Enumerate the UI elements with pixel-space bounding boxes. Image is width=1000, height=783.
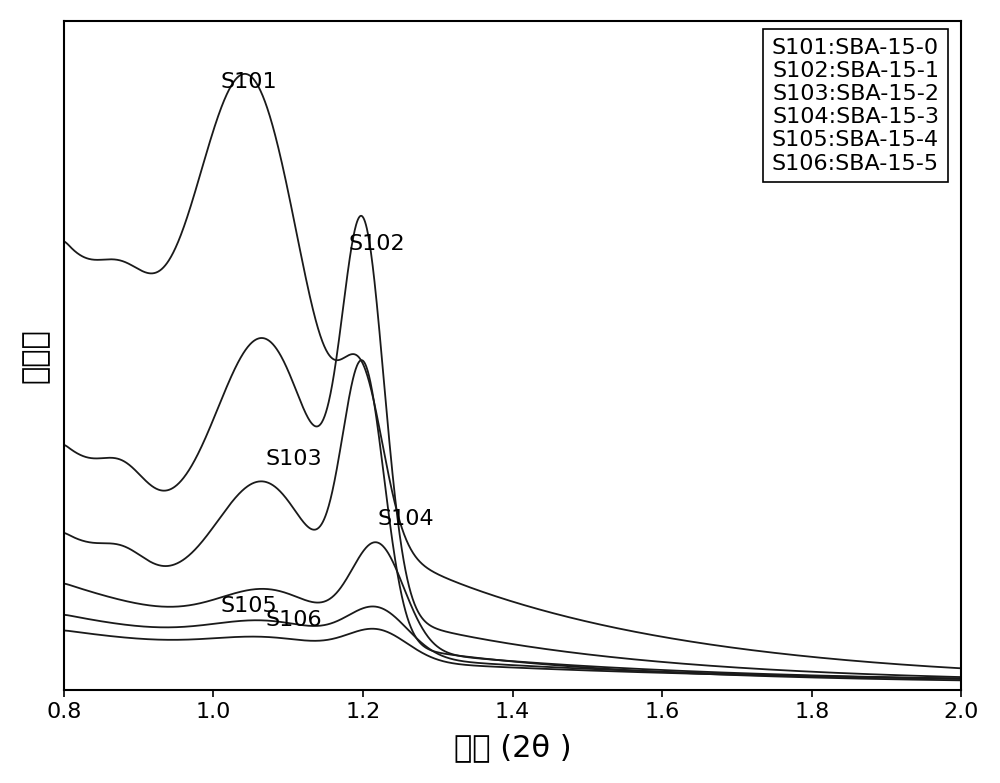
Text: S105: S105 bbox=[221, 597, 278, 616]
X-axis label: 角度 (2θ ): 角度 (2θ ) bbox=[454, 733, 571, 762]
Text: S106: S106 bbox=[266, 610, 322, 630]
Text: S102: S102 bbox=[348, 234, 405, 254]
Y-axis label: 峰强度: 峰强度 bbox=[21, 328, 50, 383]
Text: S101: S101 bbox=[221, 72, 277, 92]
Text: S101:SBA-15-0
S102:SBA-15-1
S103:SBA-15-2
S104:SBA-15-3
S105:SBA-15-4
S106:SBA-1: S101:SBA-15-0 S102:SBA-15-1 S103:SBA-15-… bbox=[772, 38, 939, 174]
Text: S103: S103 bbox=[266, 449, 322, 469]
Text: S104: S104 bbox=[378, 510, 435, 529]
